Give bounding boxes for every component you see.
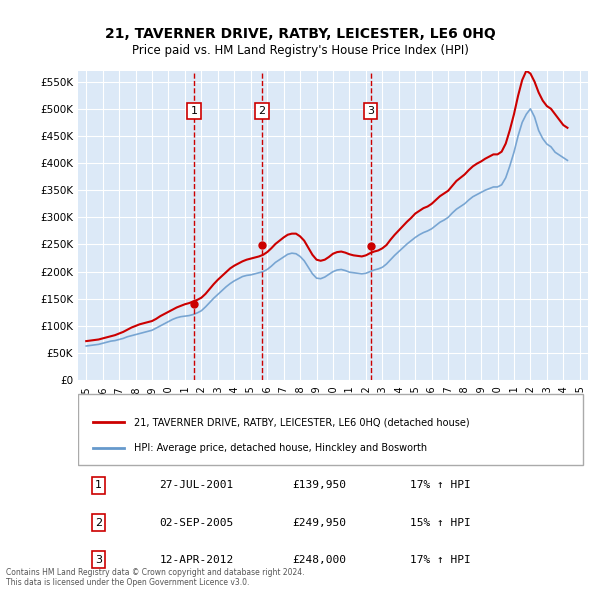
Text: £248,000: £248,000 [292,555,346,565]
Text: 15% ↑ HPI: 15% ↑ HPI [409,517,470,527]
FancyBboxPatch shape [78,395,583,465]
Text: 2: 2 [95,517,102,527]
Text: 12-APR-2012: 12-APR-2012 [160,555,234,565]
Text: 3: 3 [95,555,102,565]
Text: 02-SEP-2005: 02-SEP-2005 [160,517,234,527]
Text: 17% ↑ HPI: 17% ↑ HPI [409,555,470,565]
Text: 17% ↑ HPI: 17% ↑ HPI [409,480,470,490]
Text: 2: 2 [258,106,265,116]
Text: 27-JUL-2001: 27-JUL-2001 [160,480,234,490]
Text: Contains HM Land Registry data © Crown copyright and database right 2024.
This d: Contains HM Land Registry data © Crown c… [6,568,305,587]
Text: £139,950: £139,950 [292,480,346,490]
Text: 1: 1 [191,106,198,116]
Text: 21, TAVERNER DRIVE, RATBY, LEICESTER, LE6 0HQ (detached house): 21, TAVERNER DRIVE, RATBY, LEICESTER, LE… [134,417,470,427]
Text: 3: 3 [367,106,374,116]
Text: £249,950: £249,950 [292,517,346,527]
Text: HPI: Average price, detached house, Hinckley and Bosworth: HPI: Average price, detached house, Hinc… [134,443,427,453]
Text: 1: 1 [95,480,102,490]
Text: Price paid vs. HM Land Registry's House Price Index (HPI): Price paid vs. HM Land Registry's House … [131,44,469,57]
Text: 21, TAVERNER DRIVE, RATBY, LEICESTER, LE6 0HQ: 21, TAVERNER DRIVE, RATBY, LEICESTER, LE… [104,27,496,41]
